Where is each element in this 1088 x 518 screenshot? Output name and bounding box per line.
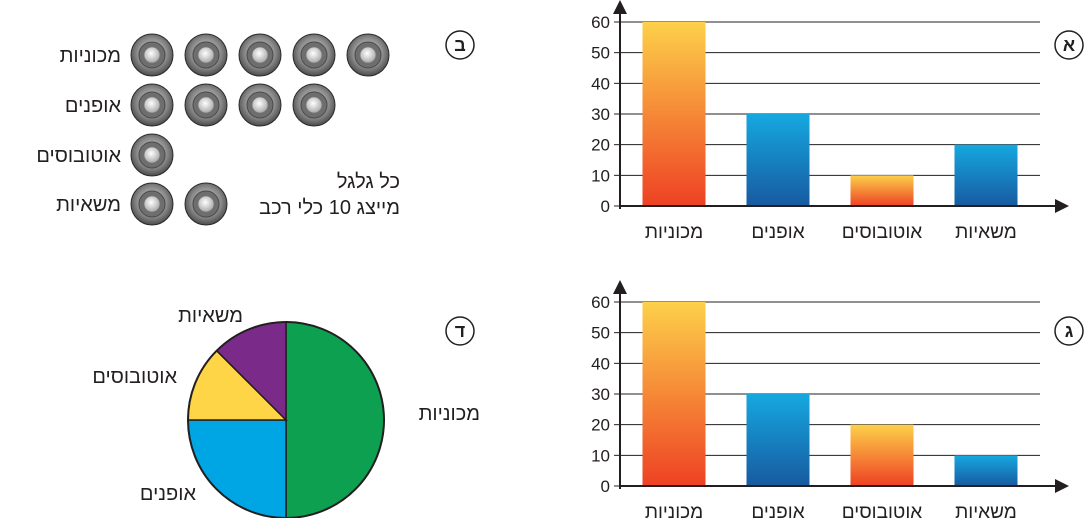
- pictogram-legend-line2: מייצג 10 כלי רכב: [259, 197, 400, 219]
- bar-chart-c-category-label: מכוניות: [645, 502, 703, 518]
- pictogram-category-label: משאיות: [56, 194, 121, 216]
- bar-chart-c-category-label: אוטובוסים: [842, 502, 922, 518]
- panel-letter-d: ד: [445, 316, 475, 346]
- bar-chart-c-bar: [746, 394, 810, 486]
- bar-chart-a-bar: [642, 22, 706, 206]
- bar-chart-c-y-tick-label: 50: [591, 324, 610, 343]
- bar-chart-a-category-label: אופנים: [751, 222, 804, 243]
- pie-slice-label: משאיות: [178, 305, 243, 327]
- bar-chart-a-bar: [850, 175, 914, 206]
- wheel-icon: [184, 182, 228, 226]
- bar-chart-a-y-tick-label: 10: [591, 166, 610, 185]
- pie-slice: [187, 419, 287, 518]
- bar-chart-a-y-tick-label: 40: [591, 74, 610, 93]
- bar-chart-a-y-tick-label: 60: [591, 13, 610, 32]
- panel-letter-b-text: ב: [454, 35, 466, 55]
- pictogram-legend: כל גלגל מייצג 10 כלי רכב: [259, 171, 400, 219]
- bar-chart-a-bar: [954, 144, 1018, 206]
- pie-outline: [187, 321, 385, 518]
- bar-chart-a: 0 10 20 30 40 50 60 מכוניות אופנים אוטובוסים משאיו…: [591, 0, 1069, 243]
- wheel-icon: [130, 182, 174, 226]
- bar-chart-a-bar: [746, 114, 810, 206]
- wheel-icon: [292, 33, 336, 77]
- bar-chart-c-category-label: משאיות: [955, 502, 1017, 518]
- bar-chart-c-y-tick-label: 60: [591, 293, 610, 312]
- bar-chart-c-bar: [642, 302, 706, 486]
- bar-chart-a-y-tick-label: 0: [601, 197, 610, 216]
- bar-chart-c-y-tick-label: 10: [591, 446, 610, 465]
- pictogram-category-label: מכוניות: [60, 45, 121, 67]
- panel-letter-b: ב: [445, 30, 475, 60]
- bar-chart-c-y-tick-label: 40: [591, 354, 610, 373]
- pictogram-category-label: אוטובוסים: [36, 145, 121, 167]
- bar-chart-a-y-tick-label: 20: [591, 136, 610, 155]
- wheel-icon: [130, 33, 174, 77]
- bar-chart-a-y-tick-label: 30: [591, 105, 610, 124]
- wheel-icon: [130, 83, 174, 127]
- pie-chart-d: מכוניות אופנים אוטובוסים משאיות: [92, 305, 480, 518]
- wheel-icon: [184, 83, 228, 127]
- wheel-icon: [184, 33, 228, 77]
- panel-letter-d-text: ד: [455, 321, 465, 341]
- panel-letter-a: א: [1054, 30, 1084, 60]
- bar-chart-c-bar: [850, 424, 914, 486]
- bar-chart-c-category-label: אופנים: [751, 502, 804, 518]
- bar-chart-a-category-label: משאיות: [955, 222, 1017, 243]
- pictogram-legend-line1: כל גלגל: [337, 171, 400, 193]
- wheel-icon: [292, 83, 336, 127]
- panel-letter-a-text: א: [1063, 35, 1075, 55]
- pie-slice: [285, 321, 385, 518]
- bar-chart-a-y-tick-label: 50: [591, 44, 610, 63]
- wheel-icon: [346, 33, 390, 77]
- bar-chart-a-category-label: אוטובוסים: [842, 222, 922, 243]
- bar-chart-c-bar: [954, 455, 1018, 486]
- panel-letter-c: ג: [1054, 316, 1084, 346]
- pie-slice-label: אוטובוסים: [92, 366, 177, 388]
- pie-slice-label: מכוניות: [419, 403, 480, 425]
- wheel-icon: [238, 83, 282, 127]
- bar-chart-a-category-label: מכוניות: [645, 222, 703, 243]
- bar-chart-c-y-tick-label: 0: [601, 477, 610, 496]
- pictogram-category-label: אופנים: [65, 95, 122, 117]
- wheel-icon: [130, 133, 174, 177]
- pie-slice-label: אופנים: [140, 483, 197, 505]
- bar-chart-c-y-tick-label: 20: [591, 416, 610, 435]
- pictogram-chart-b: מכוניות אופנים אוטובוסים משאיות: [36, 33, 390, 226]
- bar-chart-c-y-tick-label: 30: [591, 385, 610, 404]
- wheel-icon: [238, 33, 282, 77]
- bar-chart-c: 0 10 20 30 40 50 60 מכוניות אופנים אוטובוסים משאיו…: [591, 280, 1069, 518]
- panel-letter-c-text: ג: [1065, 321, 1074, 341]
